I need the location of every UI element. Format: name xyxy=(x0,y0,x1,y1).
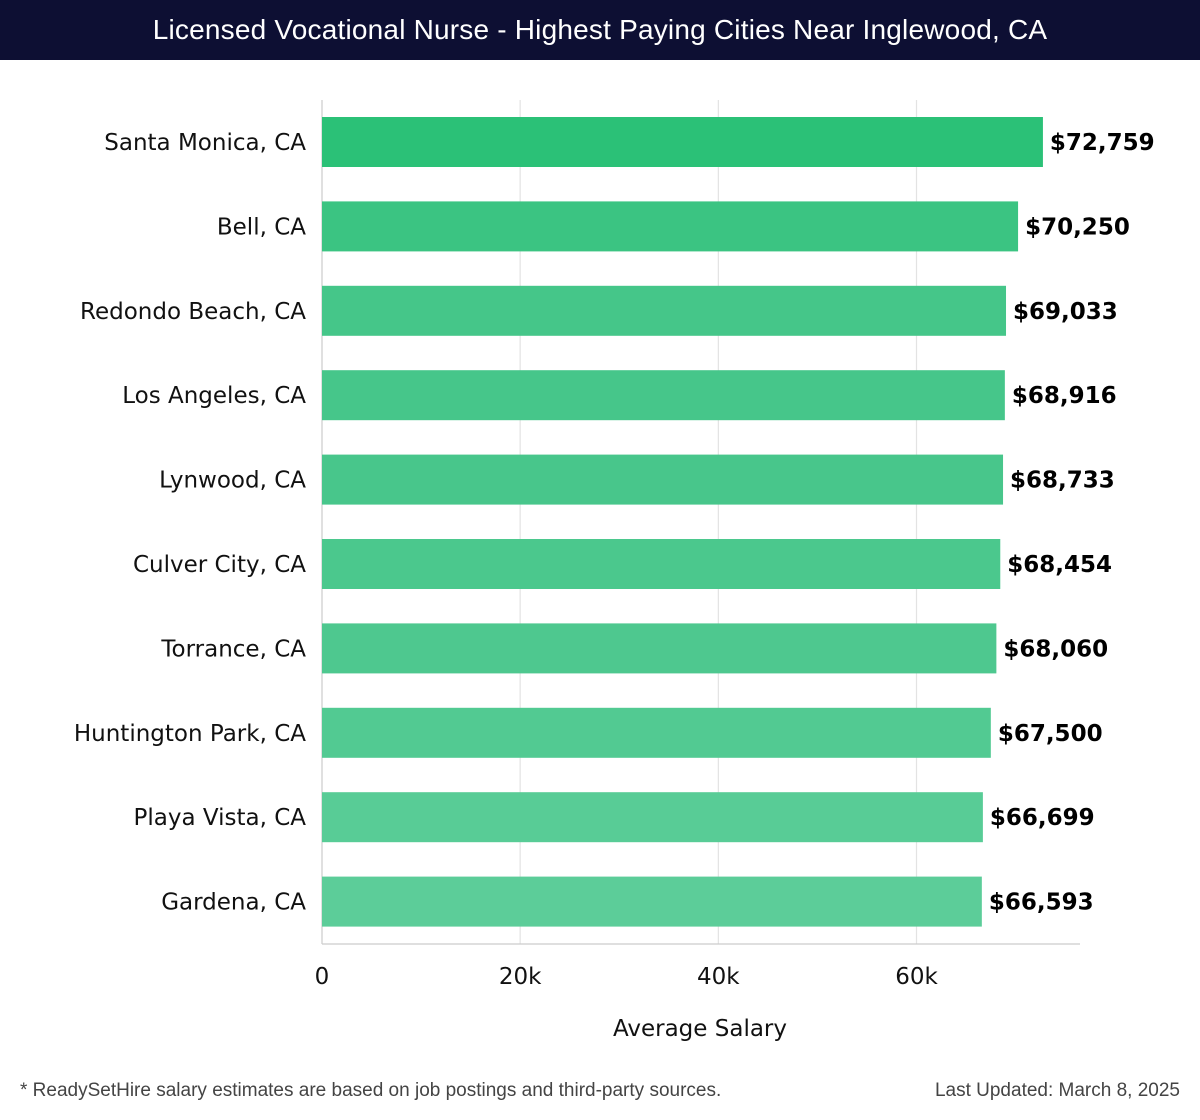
title-bar: Licensed Vocational Nurse - Highest Payi… xyxy=(0,0,1200,60)
bar xyxy=(322,370,1005,421)
category-label: Bell, CA xyxy=(217,214,306,240)
bar-chart: Santa Monica, CA Bell, CA Redondo Beach, C… xyxy=(74,100,1155,1042)
value-label: $68,733 xyxy=(1010,468,1115,494)
x-axis-title: Average Salary xyxy=(613,1016,787,1042)
x-tick-labels: 0 20k 40k 60k xyxy=(315,964,939,990)
value-label: $66,593 xyxy=(989,890,1094,916)
page-title: Licensed Vocational Nurse - Highest Payi… xyxy=(152,14,1048,45)
footer-disclaimer: * ReadySetHire salary estimates are base… xyxy=(20,1080,722,1101)
value-label: $70,250 xyxy=(1025,214,1130,240)
bar xyxy=(322,285,1007,336)
x-tick-label: 60k xyxy=(895,964,938,990)
bar xyxy=(322,454,1004,505)
value-label: $69,033 xyxy=(1013,299,1118,325)
bar xyxy=(322,539,1001,589)
category-label: Los Angeles, CA xyxy=(122,383,306,409)
category-label: Lynwood, CA xyxy=(159,468,306,494)
bar xyxy=(322,707,991,758)
category-label: Torrance, CA xyxy=(160,636,306,662)
category-labels: Santa Monica, CA Bell, CA Redondo Beach, C… xyxy=(74,130,306,916)
category-label: Gardena, CA xyxy=(161,890,306,916)
category-label: Playa Vista, CA xyxy=(134,805,307,831)
bar xyxy=(322,201,1019,252)
value-label: $72,759 xyxy=(1050,130,1155,156)
category-label: Redondo Beach, CA xyxy=(80,299,306,325)
bar xyxy=(322,117,1043,167)
value-label: $66,699 xyxy=(990,805,1095,831)
x-tick-label: 20k xyxy=(499,964,542,990)
value-label: $68,916 xyxy=(1012,383,1117,409)
bar xyxy=(322,876,982,927)
footer-last-updated: Last Updated: March 8, 2025 xyxy=(934,1080,1180,1101)
category-label: Huntington Park, CA xyxy=(74,721,306,747)
bar xyxy=(322,623,997,674)
value-label: $68,454 xyxy=(1007,552,1112,578)
category-label: Santa Monica, CA xyxy=(104,130,306,156)
x-tick-label: 40k xyxy=(697,964,740,990)
value-label: $67,500 xyxy=(998,721,1103,747)
value-labels: $72,759 $70,250 $69,033 $68,916 $68,733 $68,4… xyxy=(989,130,1155,916)
category-label: Culver City, CA xyxy=(133,552,306,578)
x-tick-label: 0 xyxy=(315,964,330,990)
bars xyxy=(322,117,1043,927)
bar xyxy=(322,792,983,843)
value-label: $68,060 xyxy=(1003,636,1108,662)
